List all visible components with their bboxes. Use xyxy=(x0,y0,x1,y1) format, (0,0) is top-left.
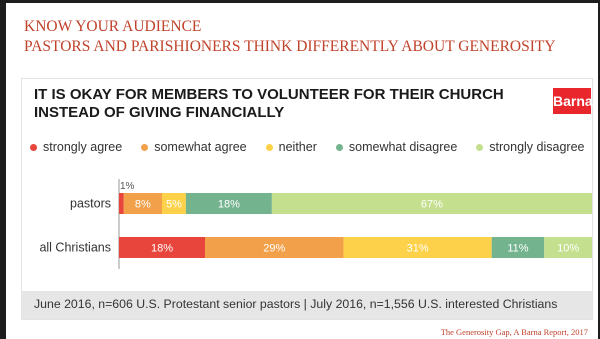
bar-segment xyxy=(123,193,162,214)
legend-swatch xyxy=(265,143,273,151)
legend-item: neither xyxy=(265,140,317,154)
slide: KNOW YOUR AUDIENCE PASTORS AND PARISHION… xyxy=(6,3,598,339)
bar-segment xyxy=(162,193,186,214)
legend-label: strongly disagree xyxy=(489,140,585,154)
legend-item: strongly agree xyxy=(30,140,122,154)
legend-label: somewhat agree xyxy=(154,140,247,154)
category-label: pastors xyxy=(70,197,111,211)
legend-swatch xyxy=(476,143,484,151)
legend-swatch xyxy=(30,143,37,151)
bar-segment xyxy=(544,237,592,258)
bar-segment xyxy=(185,193,272,214)
legend-label: neither xyxy=(278,140,317,154)
data-label: 11% xyxy=(507,243,528,255)
data-label: 8% xyxy=(135,199,151,211)
data-label: 29% xyxy=(263,243,285,255)
slide-title-line-2: PASTORS AND PARISHIONERS THINK DIFFERENT… xyxy=(24,38,556,55)
legend-swatch xyxy=(141,143,149,151)
data-label: 5% xyxy=(166,199,182,211)
data-label: 18% xyxy=(218,199,240,211)
chart-title: IT IS OKAY FOR MEMBERS TO VOLUNTEER FOR … xyxy=(34,86,504,121)
bar-segment xyxy=(271,193,592,214)
legend-label: strongly agree xyxy=(43,140,123,154)
data-label: 1% xyxy=(120,181,135,192)
bar-segment xyxy=(491,237,545,258)
chart-legend: strongly agree somewhat agree neither somew… xyxy=(30,140,584,154)
source-citation: The Generosity Gap, A Barna Report, 2017 xyxy=(440,327,588,337)
footnote-band xyxy=(22,291,592,319)
category-label: all Christians xyxy=(39,241,111,255)
data-label: 10% xyxy=(557,243,579,255)
data-label: 31% xyxy=(407,243,429,255)
footnote: June 2016, n=606 U.S. Protestant senior … xyxy=(34,297,558,311)
legend-label: somewhat disagree xyxy=(348,140,458,154)
bar-segment xyxy=(119,237,205,258)
data-label: 67% xyxy=(421,199,443,211)
legend-item: somewhat agree xyxy=(141,140,247,154)
bar-segment xyxy=(343,237,492,258)
stacked-bar-chart: pastors 1%8% 5% 18% 67% all Christians 18% 29% 3… xyxy=(39,179,592,269)
data-label: 18% xyxy=(151,243,173,255)
chart-card: IT IS OKAY FOR MEMBERS TO VOLUNTEER FOR … xyxy=(21,78,593,320)
bar-segment xyxy=(119,193,124,214)
barna-logo: Barna xyxy=(553,88,593,114)
legend-item: strongly disagree xyxy=(476,140,584,154)
slide-title: KNOW YOUR AUDIENCE PASTORS AND PARISHION… xyxy=(24,17,556,57)
slide-title-line-1: KNOW YOUR AUDIENCE xyxy=(24,18,202,35)
legend-item: somewhat disagree xyxy=(335,140,458,154)
legend-swatch xyxy=(335,143,343,151)
bar-segment xyxy=(205,237,344,258)
